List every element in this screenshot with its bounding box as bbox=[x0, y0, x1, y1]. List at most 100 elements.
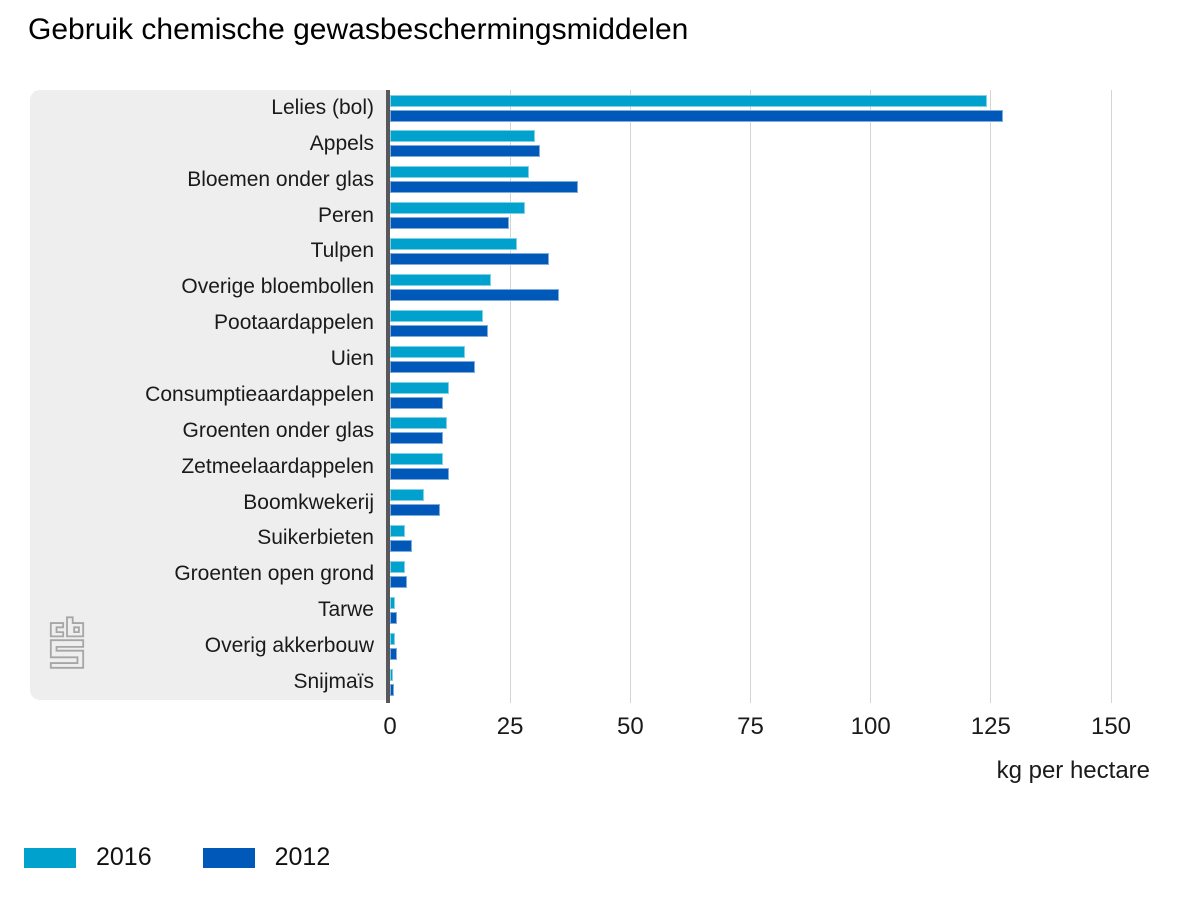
bar-2012[interactable] bbox=[390, 396, 444, 409]
bar-group bbox=[386, 126, 1170, 162]
bar-group bbox=[386, 521, 1170, 557]
bar-group bbox=[386, 377, 1170, 413]
category-label: Overig akkerbouw bbox=[204, 634, 374, 658]
category-panel bbox=[30, 90, 386, 700]
bar-group bbox=[386, 341, 1170, 377]
x-tick-label-100: 100 bbox=[850, 713, 891, 740]
bar-2016[interactable] bbox=[390, 417, 447, 430]
bar-2016[interactable] bbox=[390, 453, 444, 466]
category-label: Snijmaïs bbox=[293, 669, 374, 693]
gridline-50 bbox=[629, 90, 631, 703]
x-tick-label-0: 0 bbox=[383, 713, 397, 740]
chart-row: Overige bloembollen bbox=[30, 269, 1170, 305]
bar-2016[interactable] bbox=[390, 238, 518, 250]
bar-2016[interactable] bbox=[390, 202, 526, 215]
chart-row: Pootaardappelen bbox=[30, 305, 1170, 341]
bar-2016[interactable] bbox=[390, 130, 535, 143]
chart-row: Lelies (bol) bbox=[30, 90, 1170, 126]
bar-2016[interactable] bbox=[390, 560, 405, 573]
chart-row: Zetmeelaardappelen bbox=[30, 449, 1170, 485]
y-axis-line bbox=[386, 90, 390, 703]
chart-row: Uien bbox=[30, 341, 1170, 377]
legend-label: 2016 bbox=[96, 843, 152, 871]
bar-2016[interactable] bbox=[390, 489, 424, 502]
bar-2016[interactable] bbox=[390, 632, 396, 645]
bar-2012[interactable] bbox=[390, 575, 408, 588]
category-label: Consumptieaardappelen bbox=[145, 382, 374, 406]
bar-2016[interactable] bbox=[390, 381, 450, 394]
bar-group bbox=[386, 485, 1170, 521]
bar-2016[interactable] bbox=[390, 273, 492, 286]
bar-2012[interactable] bbox=[390, 181, 579, 194]
bar-2016[interactable] bbox=[390, 668, 394, 681]
bar-group bbox=[386, 198, 1170, 234]
bar-group bbox=[386, 234, 1170, 270]
bar-group bbox=[386, 269, 1170, 305]
cbs-logo bbox=[49, 616, 85, 669]
chart-row: Suikerbieten bbox=[30, 521, 1170, 557]
bar-2012[interactable] bbox=[390, 540, 412, 552]
category-label: Peren bbox=[317, 203, 374, 227]
bar-2012[interactable] bbox=[390, 145, 541, 158]
bar-2012[interactable] bbox=[390, 253, 550, 265]
chart-row: Groenten onder glas bbox=[30, 413, 1170, 449]
chart-row: Tarwe bbox=[30, 592, 1170, 628]
category-label: Zetmeelaardappelen bbox=[181, 454, 374, 478]
gridline-25 bbox=[509, 90, 511, 703]
bar-2016[interactable] bbox=[390, 166, 529, 179]
bar-group bbox=[386, 556, 1170, 592]
bar-2012[interactable] bbox=[390, 109, 1004, 122]
gridline-150 bbox=[1110, 90, 1112, 703]
category-label: Pootaardappelen bbox=[214, 311, 374, 335]
bar-group bbox=[386, 449, 1170, 485]
bar-2012[interactable] bbox=[390, 432, 444, 445]
category-label: Appels bbox=[309, 131, 374, 155]
bar-2016[interactable] bbox=[390, 345, 465, 358]
category-label: Overige bloembollen bbox=[181, 275, 374, 299]
bar-2012[interactable] bbox=[390, 324, 488, 337]
gridline-100 bbox=[870, 90, 872, 703]
legend-item-2012[interactable]: 2012 bbox=[202, 843, 330, 872]
bar-2012[interactable] bbox=[390, 360, 476, 373]
bar-2012[interactable] bbox=[390, 504, 440, 517]
category-label: Tulpen bbox=[310, 239, 374, 263]
legend-item-2016[interactable]: 2016 bbox=[24, 843, 152, 872]
bar-2012[interactable] bbox=[390, 217, 510, 230]
chart-row: Snijmaïs bbox=[30, 664, 1170, 700]
cbs-logo-s bbox=[49, 639, 85, 669]
x-tick-label-25: 25 bbox=[496, 713, 524, 740]
x-tick-label-75: 75 bbox=[737, 713, 764, 740]
bar-2012[interactable] bbox=[390, 468, 450, 481]
bar-group bbox=[386, 664, 1170, 700]
legend-swatch-2016 bbox=[24, 847, 76, 868]
chart-row: Tulpen bbox=[30, 234, 1170, 270]
chart-row: Overig akkerbouw bbox=[30, 628, 1170, 664]
category-label: Bloemen onder glas bbox=[187, 167, 374, 191]
chart-row: Consumptieaardappelen bbox=[30, 377, 1170, 413]
bar-2012[interactable] bbox=[390, 683, 395, 696]
bar-group bbox=[386, 162, 1170, 198]
bar-2012[interactable] bbox=[390, 647, 398, 660]
x-axis-ticks: 0 25 50 75 100 125 150 bbox=[0, 713, 1200, 743]
bar-2012[interactable] bbox=[390, 288, 559, 301]
bar-group bbox=[386, 413, 1170, 449]
chart-row: Bloemen onder glas bbox=[30, 162, 1170, 198]
bar-2016[interactable] bbox=[390, 309, 484, 322]
category-label: Tarwe bbox=[317, 598, 374, 622]
x-tick-label-150: 150 bbox=[1090, 713, 1132, 740]
bar-2016[interactable] bbox=[390, 94, 987, 107]
x-tick-label-50: 50 bbox=[616, 713, 644, 740]
page-title: Gebruik chemische gewasbeschermingsmidde… bbox=[28, 13, 689, 46]
legend-swatch-2012 bbox=[202, 847, 255, 868]
chart-row: Peren bbox=[30, 198, 1170, 234]
category-label: Uien bbox=[330, 347, 374, 371]
bar-group bbox=[386, 592, 1170, 628]
bar-group bbox=[386, 90, 1170, 126]
category-label: Boomkwekerij bbox=[243, 490, 374, 514]
bar-2016[interactable] bbox=[390, 596, 395, 609]
bar-2012[interactable] bbox=[390, 611, 398, 624]
bar-2016[interactable] bbox=[390, 525, 406, 537]
x-tick-label-125: 125 bbox=[970, 713, 1011, 740]
category-label: Lelies (bol) bbox=[271, 95, 374, 119]
chart-rows: Lelies (bol) Appels Bloemen onder glas Pere… bbox=[30, 90, 1170, 700]
